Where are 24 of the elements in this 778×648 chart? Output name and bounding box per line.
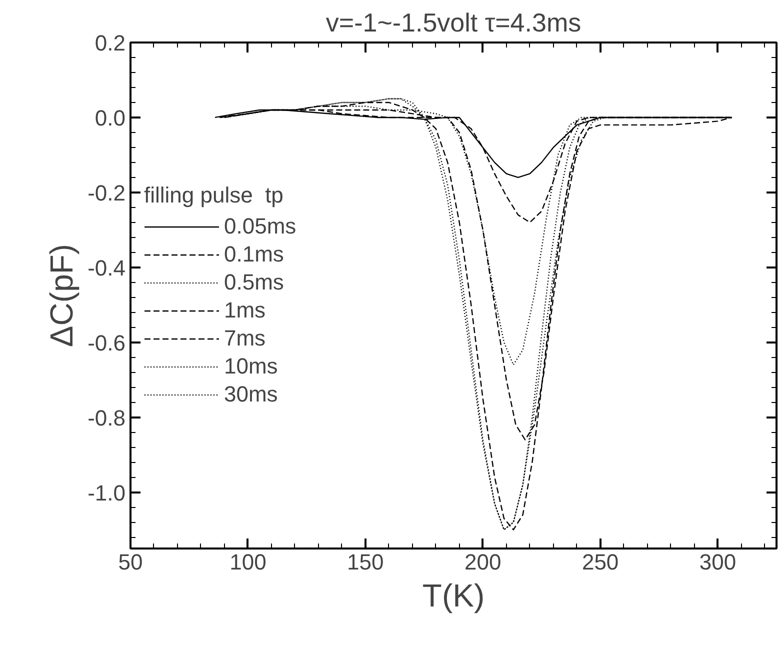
- y-tick-label: -0.2: [88, 180, 126, 206]
- x-axis-title: T(K): [422, 578, 485, 614]
- legend-label: 10ms: [224, 354, 278, 380]
- y-tick-label: -0.4: [88, 255, 126, 280]
- legend-label: 30ms: [224, 382, 278, 408]
- y-tick-label: -0.8: [88, 405, 126, 430]
- x-tick-label: 150: [347, 550, 384, 574]
- x-tick-label: 300: [699, 550, 736, 574]
- legend-label: 0.05ms: [224, 214, 296, 240]
- y-tick-label: 0.2: [94, 30, 126, 56]
- x-tick-label: 250: [582, 550, 619, 574]
- legend-title: filling pulse tp: [144, 182, 284, 208]
- y-tick-label: 0.0: [94, 105, 126, 130]
- legend-label: 0.1ms: [224, 242, 284, 268]
- x-tick-label: 50: [118, 550, 143, 574]
- legend-label: 0.5ms: [224, 270, 284, 296]
- x-tick-label: 100: [230, 550, 266, 574]
- x-tick-label: 200: [464, 550, 502, 574]
- legend-label: 1ms: [224, 298, 266, 324]
- y-axis-title: ΔC(pF): [44, 244, 80, 348]
- legend-label: 7ms: [224, 326, 266, 352]
- chart-title: v=-1~-1.5volt τ=4.3ms: [326, 8, 582, 38]
- y-tick-label: -0.6: [88, 330, 126, 356]
- y-tick-label: -1.0: [88, 480, 126, 506]
